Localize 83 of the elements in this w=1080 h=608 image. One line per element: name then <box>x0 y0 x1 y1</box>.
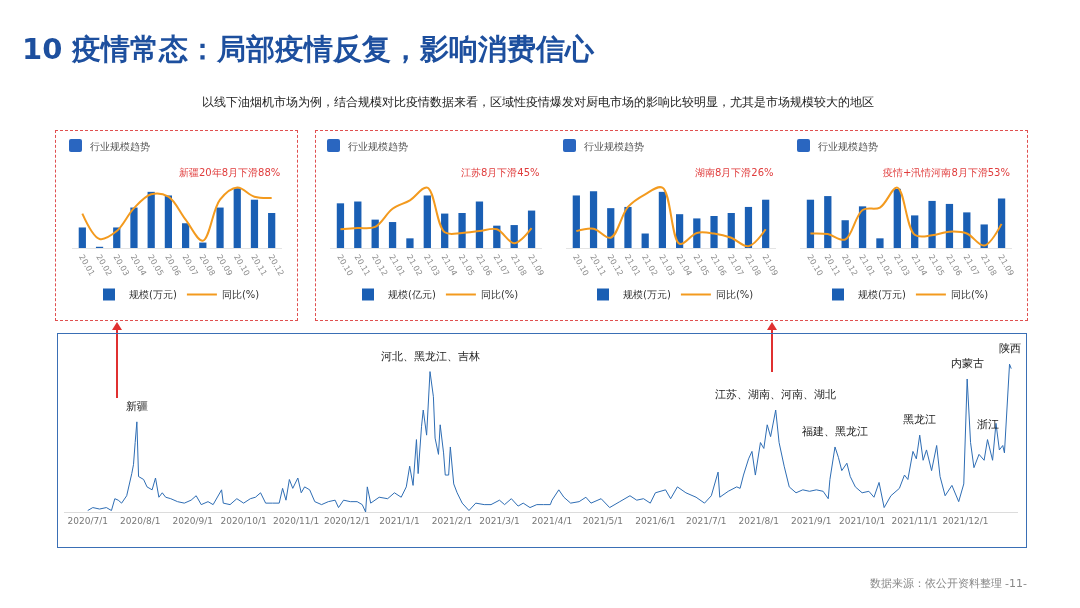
legend-label: 规模(万元) <box>623 289 671 301</box>
bar <box>945 203 954 248</box>
x-tick-label: 2021/10/1 <box>839 515 886 526</box>
x-tick-label: 2020/9/1 <box>172 515 213 526</box>
x-tick-label: 2020/11/1 <box>273 515 320 526</box>
legend-label: 规模(万元) <box>129 289 177 301</box>
bar <box>710 216 718 248</box>
annotation: 江苏、湖南、河南、湖北 <box>715 388 836 401</box>
bar <box>199 242 207 248</box>
bar <box>250 199 259 248</box>
bar <box>641 233 649 248</box>
bar <box>572 195 580 248</box>
text: 数据来源：依公开资料整理 -11- <box>869 577 1027 590</box>
x-tick-label: 2020/7/1 <box>67 515 108 526</box>
bar <box>268 212 276 248</box>
x-tick-label: 2021/8/1 <box>738 515 779 526</box>
bar <box>928 200 936 248</box>
x-tick-label: 2021/9/1 <box>791 515 832 526</box>
bar <box>589 191 598 248</box>
bar <box>388 222 397 248</box>
bar <box>147 191 155 248</box>
bar <box>607 208 615 248</box>
x-tick-label: 2021/6/1 <box>635 515 676 526</box>
x-tick-label: 2021/5/1 <box>582 515 624 526</box>
text: 湖南8月下滑26% <box>695 167 774 178</box>
bar <box>893 188 901 248</box>
bar <box>458 212 466 248</box>
bar <box>624 206 632 248</box>
x-tick-label: 2021/2/1 <box>431 515 473 526</box>
bar <box>130 207 138 248</box>
x-tick-label: 2021/12/1 <box>942 515 989 526</box>
chart-title: 行业规模趋势 <box>348 140 408 152</box>
chart-title: 行业规模趋势 <box>818 140 878 152</box>
bar <box>181 223 190 248</box>
bar <box>423 195 431 248</box>
x-tick-label: 2021/11/1 <box>891 515 938 526</box>
x-tick-label: 2021/3/1 <box>479 515 520 526</box>
text: 新疆20年8月下滑88% <box>179 167 281 178</box>
bar <box>858 206 867 248</box>
text: 江苏8月下滑45% <box>461 167 540 178</box>
bar <box>336 203 345 248</box>
bar <box>963 212 971 248</box>
bar <box>527 210 536 248</box>
legend-label: 规模(亿元) <box>388 289 436 301</box>
legend-label: 同比(%) <box>715 289 754 301</box>
x-tick-label: 2021/7/1 <box>686 515 727 526</box>
x-tick-label: 2020/12/1 <box>323 515 371 526</box>
annotation: 内蒙古 <box>951 357 984 370</box>
bar <box>744 206 753 248</box>
bar <box>406 238 414 248</box>
annotation: 河北、黑龙江、吉林 <box>381 350 480 363</box>
annotation: 浙江 <box>977 418 999 431</box>
bar <box>216 207 224 248</box>
x-tick-label: 2020/10/1 <box>220 515 267 526</box>
bar <box>658 191 667 248</box>
legend-label: 同比(%) <box>480 289 519 301</box>
chart-title: 行业规模趋势 <box>90 140 150 152</box>
bar <box>727 212 735 248</box>
bar <box>475 201 484 248</box>
annotation: 黑龙江 <box>903 413 936 426</box>
annotation: 福建、黑龙江 <box>802 425 868 438</box>
x-tick-label: 2021/1/1 <box>379 515 420 526</box>
chart-title: 行业规模趋势 <box>584 140 644 152</box>
text: 以线下油烟机市场为例，结合规模对比疫情数据来看，区域性疫情爆发对厨电市场的影响比较明显，尤其是市场规模较大的地区 <box>201 94 875 111</box>
annotation: 陕西 <box>999 342 1021 355</box>
bar <box>806 199 815 248</box>
x-tick-label: 2020/8/1 <box>120 515 161 526</box>
annotation: 新疆 <box>126 400 148 413</box>
bar <box>762 199 770 248</box>
bar <box>997 198 1006 248</box>
legend-label: 规模(万元) <box>858 289 906 301</box>
legend-label: 同比(%) <box>221 289 260 301</box>
x-tick-label: 2021/4/1 <box>531 515 573 526</box>
text: 疫情+汛情河南8月下滑53% <box>883 167 1010 178</box>
bar <box>824 196 832 248</box>
legend-label: 同比(%) <box>950 289 989 301</box>
bar <box>164 195 173 248</box>
bar <box>233 188 241 248</box>
text: 10 疫情常态：局部疫情反复，影响消费信心 <box>22 31 595 68</box>
bar <box>876 238 884 248</box>
bar <box>354 201 362 248</box>
bar <box>693 218 701 248</box>
bar <box>78 227 86 248</box>
